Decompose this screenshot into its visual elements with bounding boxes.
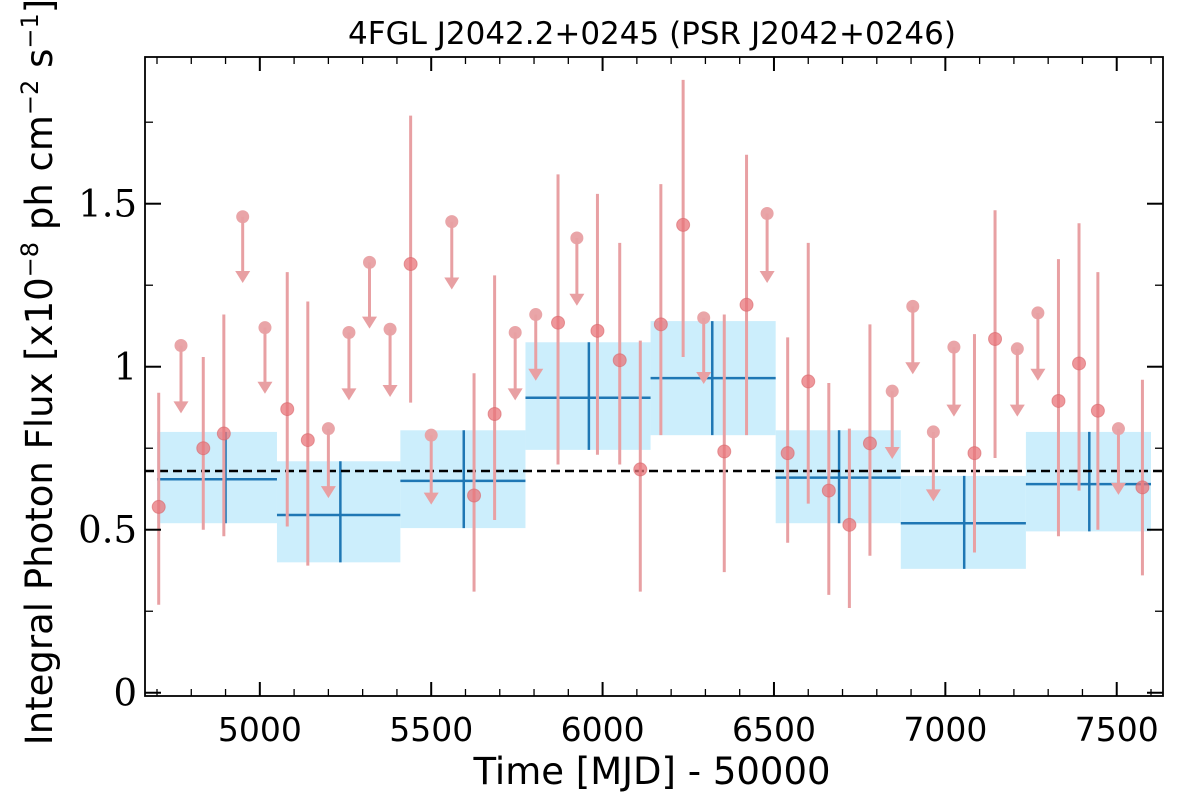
upper-limit-arrow xyxy=(257,381,273,394)
upper-limit-point xyxy=(174,339,188,353)
upper-limit-point xyxy=(926,425,940,439)
y-axis-label-mid: ph cm xyxy=(18,115,61,242)
upper-limit-point xyxy=(885,384,899,398)
y-axis-label-mid2: s xyxy=(18,49,61,80)
flux-point xyxy=(780,446,795,461)
upper-limit-arrow xyxy=(444,277,460,290)
y-axis-label: Integral Photon Flux [x10−8 ph cm−2 s−1] xyxy=(16,0,61,745)
binned-flux-layer xyxy=(156,321,1152,569)
y-axis-label-exp1: −8 xyxy=(16,242,44,277)
flux-point xyxy=(300,433,315,448)
flux-point xyxy=(842,517,857,532)
upper-limit-arrow xyxy=(320,486,336,499)
flux-point xyxy=(487,406,502,421)
upper-limit-point xyxy=(1111,422,1125,436)
flux-point xyxy=(967,446,982,461)
upper-limit-arrow xyxy=(173,401,189,414)
upper-limit-point xyxy=(383,322,397,336)
flux-point xyxy=(216,426,231,441)
x-tick-label: 6500 xyxy=(732,710,816,749)
upper-limit-point xyxy=(697,311,711,325)
flux-point xyxy=(988,332,1003,347)
y-tick-label: 0 xyxy=(113,672,137,715)
upper-limit-point xyxy=(760,206,774,220)
flux-point xyxy=(653,317,668,332)
flux-point xyxy=(1135,480,1150,495)
upper-limit-point xyxy=(1010,342,1024,356)
upper-limit-point xyxy=(1031,306,1045,320)
x-tick-label: 6000 xyxy=(561,710,645,749)
bin-band xyxy=(156,431,277,524)
upper-limit-arrow xyxy=(382,385,398,398)
flux-point xyxy=(151,499,166,514)
y-axis-label-exp3: −1 xyxy=(16,13,44,48)
flux-point xyxy=(1072,356,1087,371)
flux-point xyxy=(717,444,732,459)
upper-limit-arrow xyxy=(235,270,251,283)
flux-point xyxy=(821,483,836,498)
x-tick-label: 5000 xyxy=(218,710,302,749)
upper-limit-arrow xyxy=(946,404,962,417)
bin-band xyxy=(276,461,401,563)
upper-limit-point xyxy=(508,325,522,339)
axes-layer: 5000 5500 6000 6500 7000 7500 0 0.5 1 1.5 xyxy=(78,56,1164,749)
flux-point xyxy=(467,488,482,503)
monthly-flux-layer xyxy=(151,79,1150,608)
upper-limit-point xyxy=(321,422,335,436)
flux-point xyxy=(633,462,648,477)
upper-limit-point xyxy=(424,428,438,442)
upper-limit-arrow xyxy=(1110,482,1126,495)
y-axis-label-exp2: −2 xyxy=(16,80,44,115)
upper-limit-arrow xyxy=(507,388,523,401)
upper-limit-arrow xyxy=(905,362,921,375)
upper-limit-point xyxy=(258,321,272,335)
upper-limit-arrow xyxy=(341,388,357,401)
upper-limit-point xyxy=(363,255,377,269)
upper-limit-point xyxy=(445,215,459,229)
flux-point xyxy=(196,441,211,456)
upper-limit-point xyxy=(342,325,356,339)
upper-limit-arrow xyxy=(696,372,712,385)
y-tick-label: 1 xyxy=(113,346,137,389)
plot-frame xyxy=(144,56,1164,697)
upper-limit-point xyxy=(236,210,250,224)
flux-point xyxy=(739,297,754,312)
x-tick-label: 7500 xyxy=(1075,710,1159,749)
upper-limit-arrow xyxy=(569,293,585,306)
upper-limit-arrow xyxy=(528,368,544,381)
flux-point xyxy=(676,217,691,232)
upper-limit-arrow xyxy=(759,270,775,283)
flux-point xyxy=(403,257,418,272)
upper-limit-arrow xyxy=(362,316,378,329)
chart-title: 4FGL J2042.2+0245 (PSR J2042+0246) xyxy=(348,16,956,52)
flux-point xyxy=(801,374,816,389)
upper-limit-point xyxy=(570,231,584,245)
flux-point xyxy=(551,315,566,330)
upper-limit-point xyxy=(529,308,543,322)
y-axis-label-main: Integral Photon Flux [x10 xyxy=(18,277,61,745)
flux-point xyxy=(612,353,627,368)
flux-point xyxy=(862,436,877,451)
upper-limit-point xyxy=(906,299,920,313)
upper-limit-arrow xyxy=(423,492,439,505)
upper-limit-arrow xyxy=(1009,404,1025,417)
upper-limit-arrow xyxy=(925,489,941,502)
x-tick-label: 5500 xyxy=(389,710,473,749)
x-tick-label: 7000 xyxy=(903,710,987,749)
y-tick-label: 0.5 xyxy=(78,509,137,552)
upper-limit-point xyxy=(947,340,961,354)
flux-point xyxy=(280,402,295,417)
y-tick-label: 1.5 xyxy=(78,183,137,226)
x-axis-label: Time [MJD] - 50000 xyxy=(472,750,830,793)
flux-point xyxy=(1051,393,1066,408)
upper-limit-arrow xyxy=(1030,368,1046,381)
flux-point xyxy=(590,323,605,338)
flux-point xyxy=(1090,403,1105,418)
upper-limit-arrow xyxy=(884,447,900,460)
y-axis-label-end: ] xyxy=(18,0,61,13)
